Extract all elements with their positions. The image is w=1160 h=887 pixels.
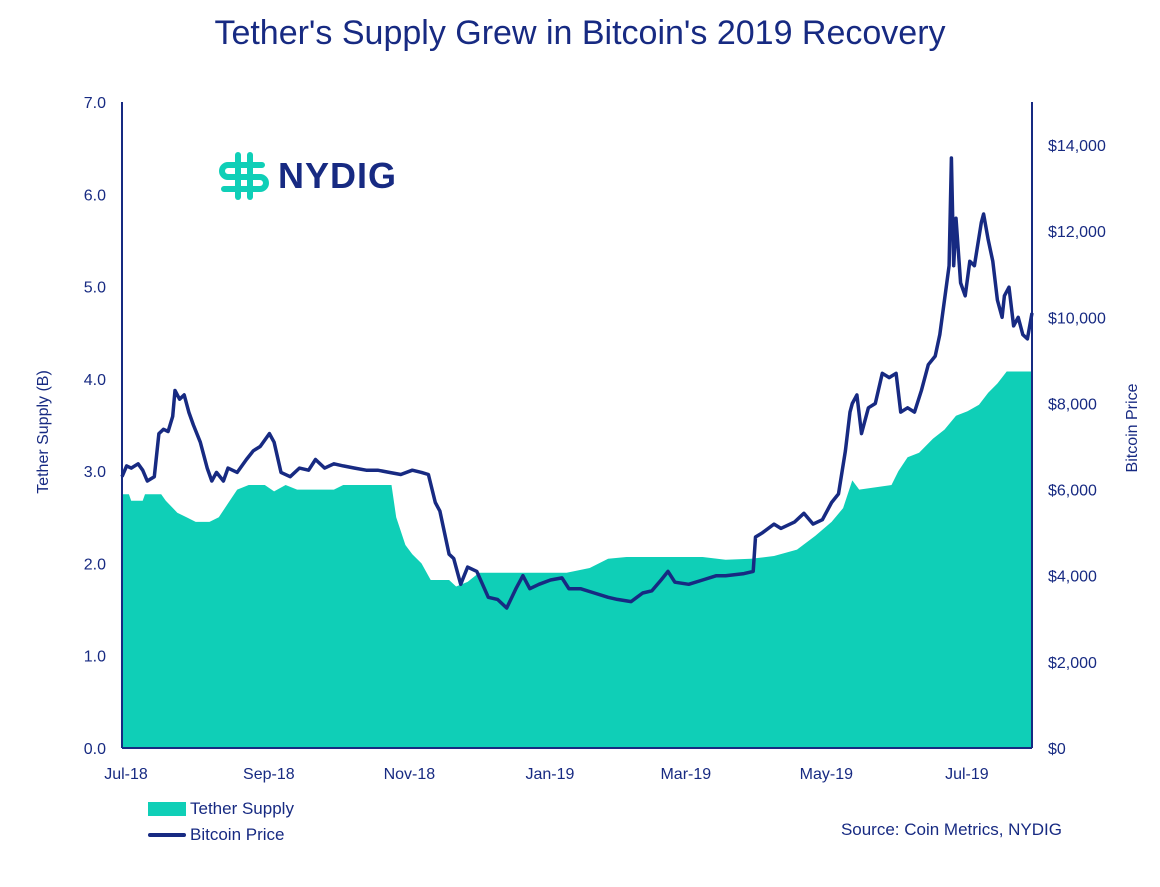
y-left-tick-label: 2.0 bbox=[84, 556, 106, 573]
x-tick-label: May-19 bbox=[800, 766, 853, 783]
y-right-tick-label: $10,000 bbox=[1048, 310, 1106, 327]
y-left-tick-label: 1.0 bbox=[84, 649, 106, 666]
x-tick-label: Jul-19 bbox=[945, 766, 989, 783]
x-tick-label: Jan-19 bbox=[525, 766, 574, 783]
y-left-tick-label: 5.0 bbox=[84, 280, 106, 297]
y-right-tick-label: $14,000 bbox=[1048, 138, 1106, 155]
y-right-tick-label: $8,000 bbox=[1048, 396, 1097, 413]
y-right-label: Bitcoin Price bbox=[1124, 383, 1141, 472]
legend-label-tether: Tether Supply bbox=[190, 799, 294, 818]
y-left-tick-label: 7.0 bbox=[84, 95, 106, 112]
y-right-tick-label: $12,000 bbox=[1048, 224, 1106, 241]
nydig-logo: NYDIG bbox=[218, 152, 397, 200]
legend-swatch-tether bbox=[148, 802, 186, 816]
nydig-logo-text: NYDIG bbox=[278, 155, 398, 196]
legend-swatch-bitcoin bbox=[148, 833, 186, 837]
nydig-logo-icon bbox=[219, 152, 269, 200]
y-left-tick-label: 0.0 bbox=[84, 741, 106, 758]
y-left-tick-label: 6.0 bbox=[84, 187, 106, 204]
y-right-tick-label: $2,000 bbox=[1048, 655, 1097, 672]
y-left-label: Tether Supply (B) bbox=[35, 370, 52, 494]
x-tick-label: Nov-18 bbox=[384, 766, 436, 783]
x-tick-label: Mar-19 bbox=[660, 766, 711, 783]
legend-item-tether: Tether Supply bbox=[148, 796, 294, 822]
y-left-tick-label: 3.0 bbox=[84, 464, 106, 481]
source-note: Source: Coin Metrics, NYDIG bbox=[840, 820, 1062, 839]
bitcoin-price-line bbox=[120, 156, 1034, 610]
x-tick-label: Sep-18 bbox=[243, 766, 295, 783]
legend: Tether Supply Bitcoin Price bbox=[148, 796, 294, 848]
legend-label-bitcoin: Bitcoin Price bbox=[190, 825, 285, 844]
y-left-tick-label: 4.0 bbox=[84, 372, 106, 389]
y-right-tick-label: $4,000 bbox=[1048, 569, 1097, 586]
legend-item-bitcoin: Bitcoin Price bbox=[148, 822, 294, 848]
y-right-tick-label: $6,000 bbox=[1048, 483, 1097, 500]
y-right-tick-label: $0 bbox=[1048, 741, 1066, 758]
tether-supply-area bbox=[122, 371, 1032, 748]
x-tick-label: Jul-18 bbox=[104, 766, 148, 783]
chart-title: Tether's Supply Grew in Bitcoin's 2019 R… bbox=[214, 14, 946, 52]
